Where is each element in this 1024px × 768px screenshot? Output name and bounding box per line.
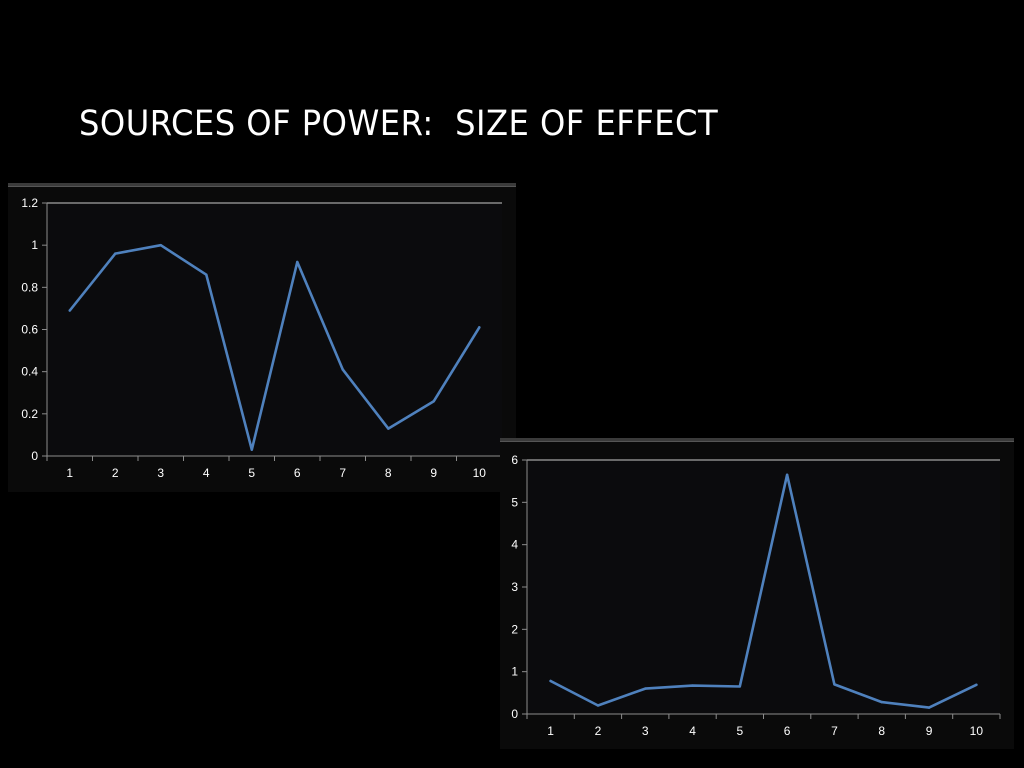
chart-2-data-point [927,706,931,709]
chart-1-data-point [68,309,71,312]
chart-1-y-tick-label: 1 [31,238,38,252]
chart-1-svg: 0 0.2 0.4 0.6 0.8 1 1.2 1 2 3 4 5 6 7 8 9 10 [21,196,503,480]
chart-2-y-tick-label: 6 [511,453,518,467]
chart-2-y-tick-label: 5 [511,495,518,509]
chart-1-data-point [250,448,253,451]
chart-1-x-tick-label: 10 [473,466,487,480]
chart-2-series-line [549,473,978,709]
chart-1-y-tick-label: 0 [31,449,38,463]
slide-title: SOURCES OF POWER: SIZE OF EFFECT [79,104,719,144]
chart-2-x-tick-label: 10 [970,724,984,738]
chart-2-x-tick-label: 4 [689,724,696,738]
chart-1-data-point [387,427,390,430]
chart-1-x-tick-label: 7 [339,466,346,480]
chart-1-x-tick-label: 2 [112,466,119,480]
chart-2-svg: 0 1 2 3 4 5 6 1 2 3 4 5 6 7 8 9 10 [511,453,1001,738]
chart-2-data-point [785,473,789,477]
chart-2-data-point [975,683,978,686]
chart-1-data-point [296,260,299,264]
chart-2-x-tick-label: 5 [737,724,744,738]
chart-2-data-point [596,704,600,707]
chart-2-x-tick-label: 2 [595,724,602,738]
chart-1-data-point [341,368,344,371]
chart-2-x-tick-label: 3 [642,724,649,738]
chart-2-x-tick-label: 9 [926,724,933,738]
chart-1-data-point [432,399,435,403]
chart-1-x-tick-label: 1 [66,466,73,480]
chart-1-x-tick-label: 3 [157,466,164,480]
chart-2-y-tick-label: 3 [511,580,518,594]
chart-2-data-point [833,683,836,686]
chart-1-x-tick-label: 8 [385,466,392,480]
chart-2-data-point [644,687,647,690]
chart-2-x-tick-label: 6 [784,724,791,738]
chart-1-data-point [159,243,162,247]
chart-1-data-point [114,252,117,255]
chart-2-data-point [880,700,883,704]
chart-1-x-tick-label: 9 [430,466,437,480]
chart-2: 0 1 2 3 4 5 6 1 2 3 4 5 6 7 8 9 10 [500,438,1014,749]
chart-2-x-tick-label: 7 [831,724,838,738]
chart-1-y-tick-label: 1.2 [21,196,38,210]
chart-2-y-tick-label: 0 [511,707,518,721]
chart-2-plot-area [527,460,1000,714]
chart-2-data-point [691,684,694,687]
chart-2-data-point [549,679,552,683]
chart-1-x-tick-label: 4 [203,466,210,480]
chart-1-x-tick-label: 5 [248,466,255,480]
chart-1-y-tick-label: 0.6 [21,323,38,337]
chart-1-series-line [68,243,481,452]
chart-2-x-tick-label: 1 [547,724,554,738]
chart-2-y-tick-label: 4 [511,538,518,552]
chart-1-x-tick-label: 6 [294,466,301,480]
chart-2-data-point [738,685,742,688]
chart-1-data-point [478,326,481,329]
chart-1-plot-area [47,203,502,456]
chart-2-y-tick-label: 2 [511,622,518,636]
chart-1-data-point [205,273,208,276]
chart-1-y-tick-label: 0.8 [21,280,38,294]
chart-2-x-tick-label: 8 [878,724,885,738]
chart-1: 0 0.2 0.4 0.6 0.8 1 1.2 1 2 3 4 5 6 7 8 9 10 [8,183,516,492]
chart-2-y-tick-label: 1 [511,665,518,679]
chart-1-y-tick-label: 0.4 [21,365,38,379]
chart-1-y-tick-label: 0.2 [21,407,38,421]
